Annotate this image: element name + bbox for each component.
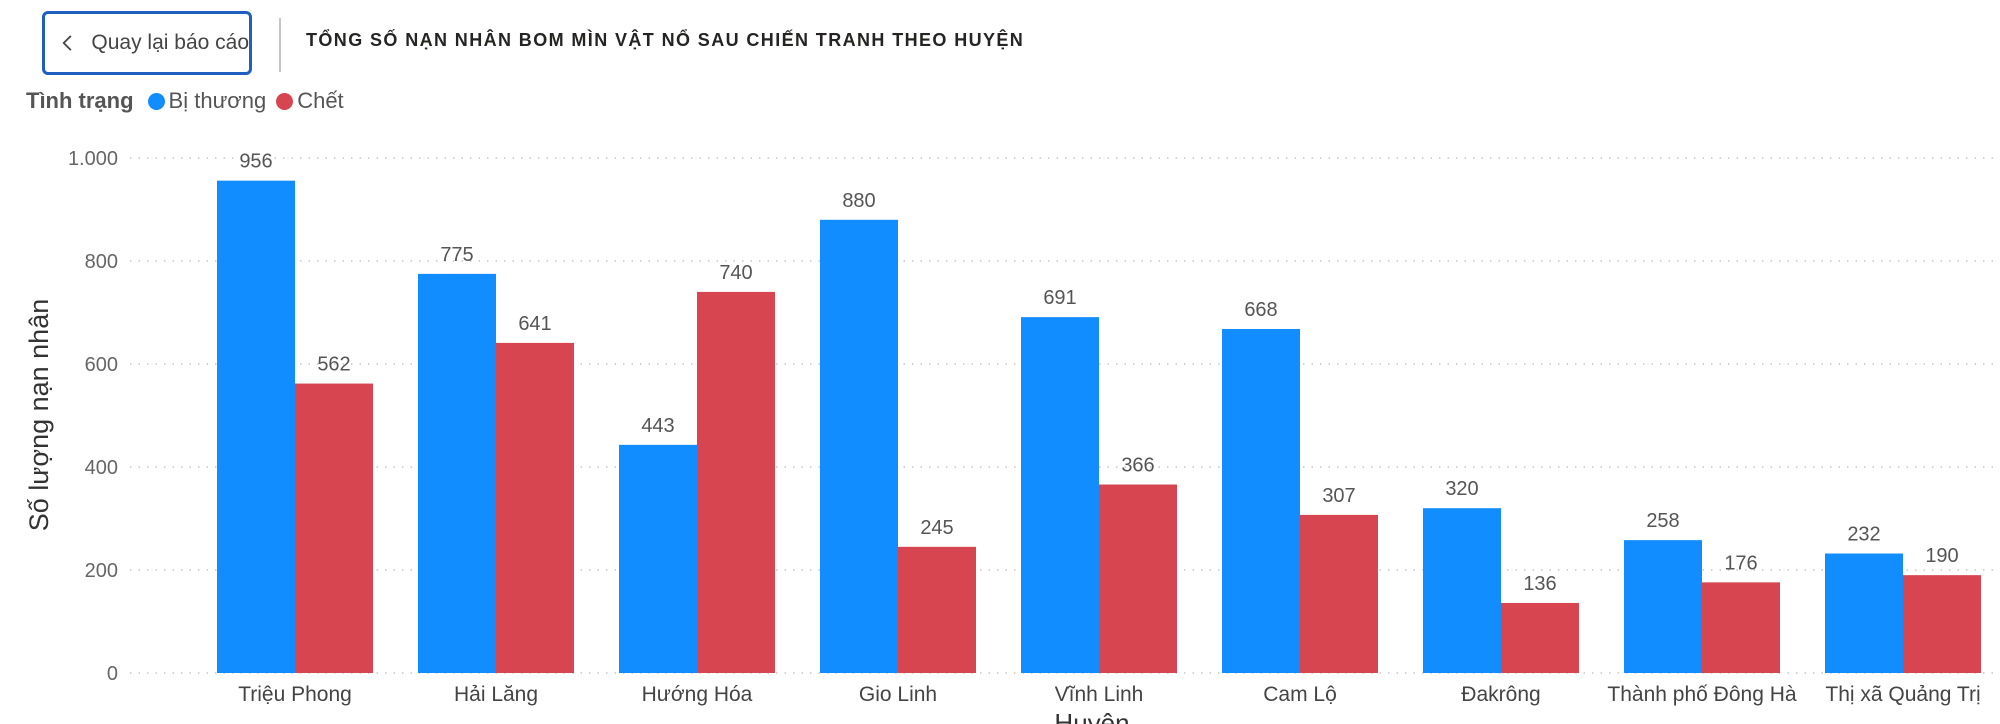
back-button-label: Quay lại báo cáo xyxy=(91,31,249,54)
data-label: 245 xyxy=(920,517,953,539)
chart-legend: Tình trạng Bị thương Chết xyxy=(26,88,354,114)
y-tick-label: 600 xyxy=(85,354,118,376)
bar-killed[interactable] xyxy=(898,546,976,673)
x-tick-label: Gio Linh xyxy=(859,683,937,706)
x-tick-label: Thành phố Đông Hà xyxy=(1607,683,1796,706)
header-divider xyxy=(279,18,281,72)
legend-label-injured: Bị thương xyxy=(168,88,267,113)
data-label: 668 xyxy=(1244,299,1277,321)
data-label: 880 xyxy=(842,190,875,212)
data-label: 562 xyxy=(317,354,350,376)
bar-killed[interactable] xyxy=(1501,602,1579,673)
legend-item-killed[interactable]: Chết xyxy=(276,88,344,114)
y-tick-label: 200 xyxy=(85,560,118,582)
legend-title: Tình trạng xyxy=(26,88,134,113)
x-tick-label: Cam Lộ xyxy=(1263,683,1337,706)
y-tick-label: 1.000 xyxy=(68,148,118,170)
bar-killed[interactable] xyxy=(1099,484,1177,673)
legend-dot-injured xyxy=(147,92,165,110)
x-tick-label: Đakrông xyxy=(1461,683,1540,706)
back-to-report-button[interactable]: Quay lại báo cáo xyxy=(42,11,252,75)
data-label: 136 xyxy=(1523,573,1556,595)
y-tick-label: 400 xyxy=(85,457,118,479)
legend-item-injured[interactable]: Bị thương xyxy=(147,88,267,114)
data-label: 443 xyxy=(641,415,674,437)
bar-injured[interactable] xyxy=(1222,328,1300,673)
bar-killed[interactable] xyxy=(295,383,373,673)
page-title: TỔNG SỐ NẠN NHÂN BOM MÌN VẬT NỔ SAU CHIẾ… xyxy=(306,30,1025,50)
bar-injured[interactable] xyxy=(1825,553,1903,673)
x-tick-label: Hải Lăng xyxy=(454,683,538,706)
data-label: 190 xyxy=(1925,545,1958,567)
bar-injured[interactable] xyxy=(1423,508,1501,673)
bar-injured[interactable] xyxy=(418,273,496,673)
legend-label-killed: Chết xyxy=(297,88,344,113)
data-label: 641 xyxy=(518,313,551,335)
bar-killed[interactable] xyxy=(697,291,775,673)
bar-killed[interactable] xyxy=(1300,514,1378,673)
data-label: 176 xyxy=(1724,552,1757,574)
bar-killed[interactable] xyxy=(496,342,574,673)
bar-killed[interactable] xyxy=(1903,575,1981,673)
bar-injured[interactable] xyxy=(619,444,697,673)
data-label: 691 xyxy=(1043,287,1076,309)
data-label: 258 xyxy=(1646,510,1679,532)
bar-injured[interactable] xyxy=(217,180,295,673)
bar-injured[interactable] xyxy=(820,219,898,674)
data-label: 320 xyxy=(1445,478,1478,500)
data-label: 232 xyxy=(1847,524,1880,546)
x-tick-label: Hướng Hóa xyxy=(642,683,753,706)
data-label: 956 xyxy=(239,151,272,173)
x-tick-label: Vĩnh Linh xyxy=(1055,683,1144,706)
x-tick-label: Thị xã Quảng Trị xyxy=(1825,683,1980,706)
y-tick-label: 800 xyxy=(85,251,118,273)
bar-killed[interactable] xyxy=(1702,582,1780,673)
y-axis-title: Số lượng nạn nhân xyxy=(24,299,54,531)
bar-injured[interactable] xyxy=(1021,317,1099,673)
x-axis-title: Huyện xyxy=(1054,708,1129,724)
chevron-left-icon xyxy=(62,35,72,51)
data-label: 307 xyxy=(1322,485,1355,507)
data-label: 366 xyxy=(1121,455,1154,477)
data-label: 740 xyxy=(719,262,752,284)
y-tick-label: 0 xyxy=(107,663,118,685)
legend-dot-killed xyxy=(276,92,294,110)
x-tick-label: Triệu Phong xyxy=(238,683,352,706)
data-label: 775 xyxy=(440,244,473,266)
bar-injured[interactable] xyxy=(1624,540,1702,673)
